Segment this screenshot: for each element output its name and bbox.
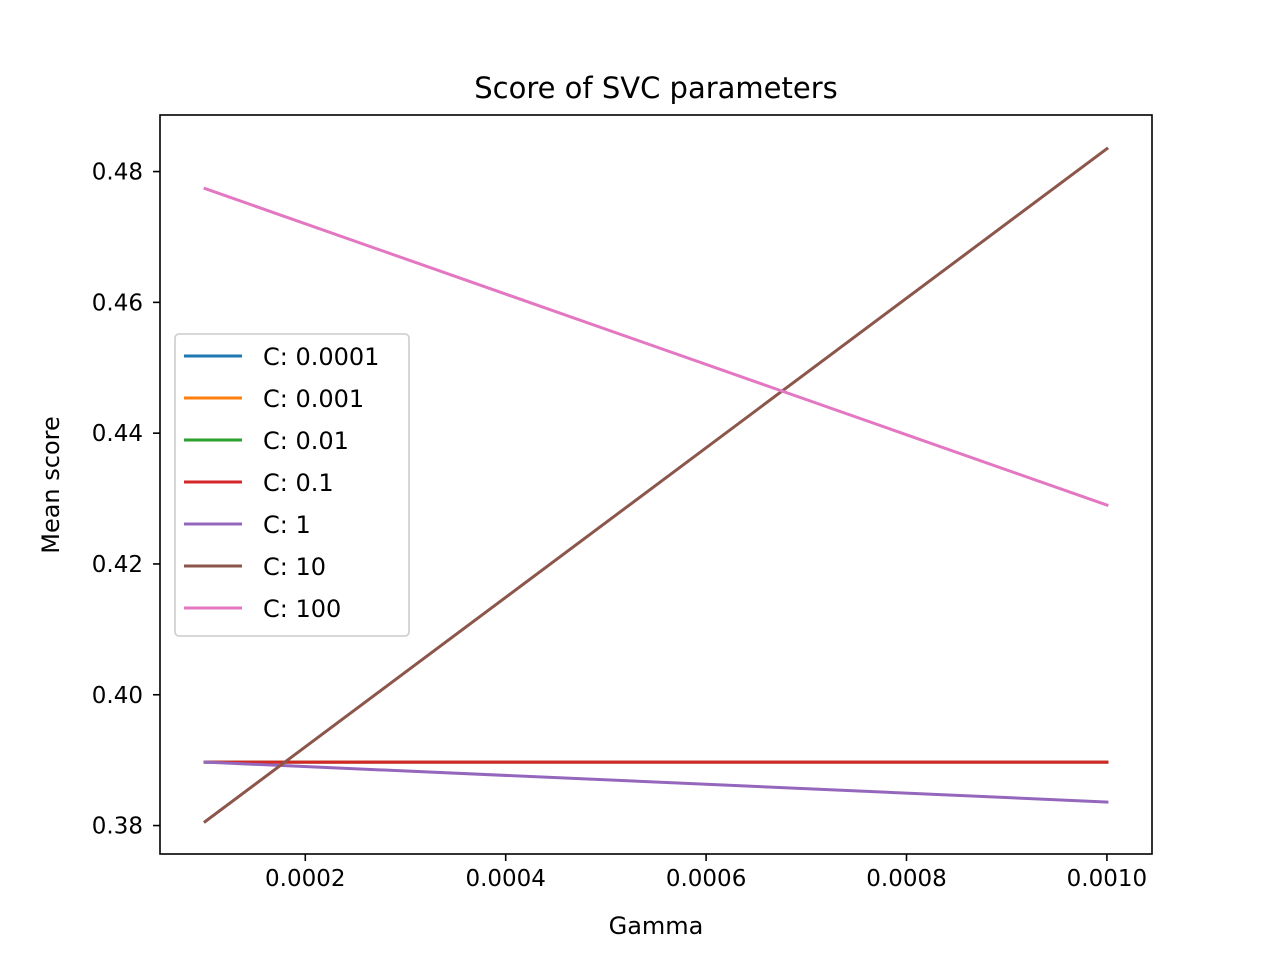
x-axis-label: Gamma — [609, 912, 704, 940]
legend-label-c-0-01: C: 0.01 — [263, 427, 349, 455]
legend-items: C: 0.0001 C: 0.001 C: 0.01 C: 0.1 C: 1 C: 10 C… — [184, 343, 379, 623]
legend-label-c-1: C: 1 — [263, 511, 311, 539]
x-tick-label: 0.0010 — [1067, 866, 1147, 892]
x-tick-label: 0.0004 — [465, 866, 545, 892]
y-tick-label: 0.40 — [92, 683, 143, 709]
y-tick-label: 0.38 — [92, 814, 143, 840]
x-tick-label: 0.0002 — [265, 866, 345, 892]
series-line-c-10 — [202, 146, 1110, 824]
legend-frame — [174, 333, 410, 637]
x-tick-label: 0.0008 — [866, 866, 946, 892]
y-tick-label: 0.48 — [92, 160, 143, 186]
legend-label-c-0-001: C: 0.001 — [263, 385, 364, 413]
series-line-c-100 — [203, 186, 1109, 508]
legend: C: 0.0001 C: 0.001 C: 0.01 C: 0.1 C: 1 C: 10 C… — [174, 333, 410, 637]
series-layer — [202, 146, 1110, 824]
series-line-c-1 — [203, 760, 1109, 804]
legend-label-c-0-0001: C: 0.0001 — [263, 343, 379, 371]
legend-label-c-10: C: 10 — [263, 553, 326, 581]
chart-title: Score of SVC parameters — [474, 71, 838, 105]
y-tick-label: 0.46 — [92, 290, 143, 316]
y-axis-ticks: 0.38 0.40 0.42 0.44 0.46 0.48 — [92, 160, 160, 840]
y-axis-label: Mean score — [37, 416, 65, 554]
plot-frame — [159, 114, 1153, 855]
legend-label-c-0-1: C: 0.1 — [263, 469, 334, 497]
x-axis-ticks: 0.0002 0.0004 0.0006 0.0008 0.0010 — [265, 854, 1147, 892]
legend-label-c-100: C: 100 — [263, 595, 341, 623]
x-tick-label: 0.0006 — [666, 866, 746, 892]
y-tick-label: 0.42 — [92, 552, 143, 578]
y-tick-label: 0.44 — [92, 421, 143, 447]
